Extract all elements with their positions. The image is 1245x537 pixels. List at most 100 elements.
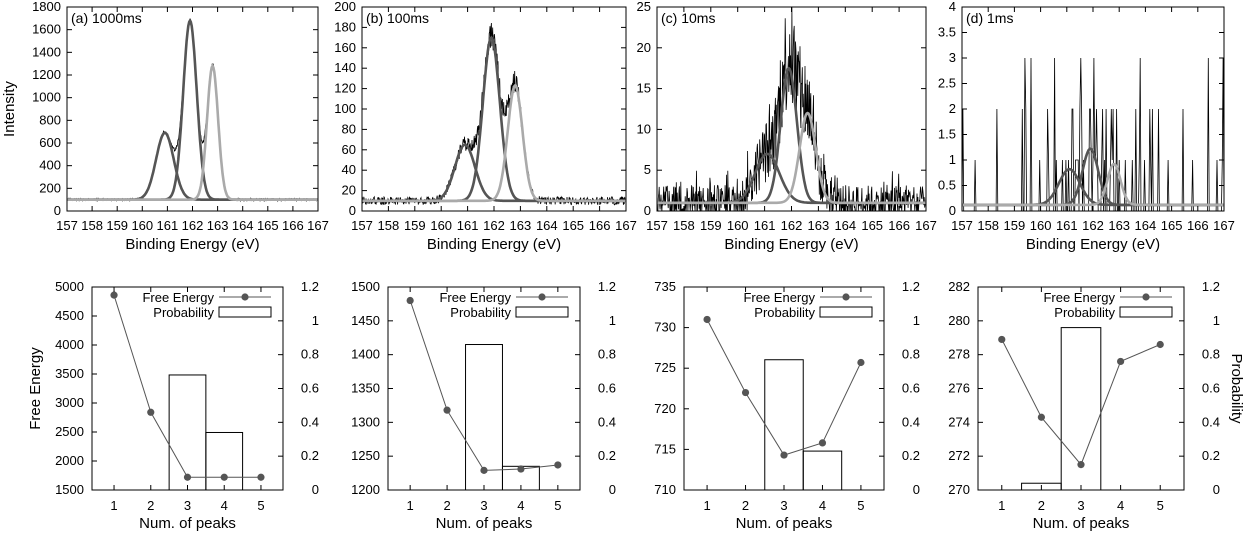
y2-tick-label: 0.2 (301, 448, 319, 463)
y2-tick-label: 0.4 (301, 414, 319, 429)
x-tick-label: 158 (81, 218, 103, 233)
free-energy-point (406, 296, 414, 305)
x-tick-label: 161 (457, 218, 479, 233)
free-energy-point (818, 439, 827, 447)
y-tick-label: 0.5 (938, 178, 956, 193)
free-energy-line (1001, 339, 1161, 466)
fit-component-1 (362, 143, 626, 203)
y-tick-label: 1450 (351, 313, 380, 328)
y-tick-label: 20 (342, 183, 356, 198)
y-tick-label: 600 (39, 135, 61, 150)
x-tick-label: 166 (1187, 218, 1209, 233)
x-tick-label: 160 (1030, 218, 1052, 233)
x-tick-label: 158 (673, 218, 695, 233)
probability-bar (764, 359, 804, 491)
free-energy-point (857, 358, 865, 367)
x-tick-label: 157 (56, 218, 78, 233)
x-tick-label: 167 (915, 218, 937, 233)
x-tick-label: 161 (1056, 218, 1078, 233)
y-tick-label: 800 (39, 112, 61, 127)
y-tick-label: 0 (949, 203, 956, 218)
y-tick-label: 274 (948, 414, 970, 429)
x-tick-label: 164 (232, 218, 254, 233)
x-tick-label: 166 (589, 218, 611, 233)
free-energy-point (1077, 461, 1085, 469)
x-axis-label: Binding Energy (eV) (427, 236, 561, 253)
y2-tick-label: 0.8 (1202, 347, 1220, 362)
free-energy-point (183, 473, 192, 481)
legend-label-probability: Probability (153, 305, 214, 320)
fit-component-3 (962, 162, 1224, 207)
x-tick-label: 163 (510, 218, 532, 233)
y-tick-label: 10 (637, 121, 651, 136)
x-tick-label: 5 (554, 498, 561, 513)
y2-tick-label: 0.6 (598, 381, 616, 396)
x-tick-label: 164 (536, 218, 558, 233)
y2-tick-label: 0.2 (1202, 448, 1220, 463)
y2-tick-label: 0 (609, 482, 616, 497)
y2-tick-label: 1.2 (1202, 279, 1220, 294)
x-tick-label: 165 (1161, 218, 1183, 233)
y-tick-label: 270 (948, 482, 970, 497)
y2-tick-label: 0.8 (598, 347, 616, 362)
x-tick-label: 4 (517, 498, 524, 513)
y-tick-label: 0 (54, 203, 61, 218)
x-tick-label: 3 (1077, 498, 1084, 513)
y-tick-label: 715 (654, 441, 676, 456)
x-tick-label: 159 (1004, 218, 1026, 233)
y2-tick-label: 1 (609, 313, 616, 328)
x-tick-label: 160 (727, 218, 749, 233)
x-tick-label: 163 (1108, 218, 1130, 233)
x-tick-label: 160 (430, 218, 452, 233)
x-tick-label: 161 (754, 218, 776, 233)
x-tick-label: 165 (861, 218, 883, 233)
legend-swatch-bar (819, 306, 873, 318)
x-tick-label: 163 (207, 218, 229, 233)
y-tick-label: 60 (342, 142, 356, 157)
legend-label-free-energy: Free Energy (142, 290, 214, 305)
y-tick-label: 5000 (55, 279, 84, 294)
free-energy-line (113, 294, 261, 478)
y2-tick-label: 0.6 (301, 381, 319, 396)
y-tick-label: 40 (342, 162, 356, 177)
x-tick-label: 162 (781, 218, 803, 233)
y-tick-label: 4 (949, 0, 956, 14)
y-tick-label: 735 (654, 279, 676, 294)
y-tick-label: 0 (644, 203, 651, 218)
y2-tick-label: 0.6 (1202, 381, 1220, 396)
x-tick-label: 161 (157, 218, 179, 233)
x-tick-label: 5 (857, 498, 864, 513)
x-tick-label: 166 (282, 218, 304, 233)
x-tick-label: 167 (307, 218, 329, 233)
free-energy-point (998, 335, 1006, 344)
y-tick-label: 180 (334, 19, 356, 34)
y-tick-label: 2500 (55, 424, 84, 439)
y-tick-label: 5 (644, 162, 651, 177)
free-energy-point (110, 291, 118, 299)
free-energy-line (706, 319, 862, 456)
y2-tick-label: 0.8 (902, 347, 920, 362)
y-tick-label: 276 (948, 381, 970, 396)
y-tick-label: 280 (948, 313, 970, 328)
x-tick-label: 158 (977, 218, 999, 233)
y-tick-label: 100 (334, 101, 356, 116)
y2-tick-label: 1 (913, 313, 920, 328)
y-axis-label: Intensity (1, 81, 18, 137)
free-energy-point (257, 473, 265, 481)
x-axis-label: Num. of peaks (139, 515, 236, 532)
legend-label-probability: Probability (1054, 305, 1115, 320)
x-tick-label: 3 (780, 498, 787, 513)
free-energy-point (443, 406, 451, 414)
x-tick-label: 157 (951, 218, 973, 233)
y2-tick-label: 0.4 (1202, 414, 1220, 429)
y-tick-label: 120 (334, 81, 356, 96)
x-tick-label: 162 (182, 218, 204, 233)
free-energy-point (780, 451, 788, 459)
y-tick-label: 1000 (32, 90, 61, 105)
y2-tick-label: 0.2 (598, 448, 616, 463)
free-energy-line (409, 300, 558, 471)
